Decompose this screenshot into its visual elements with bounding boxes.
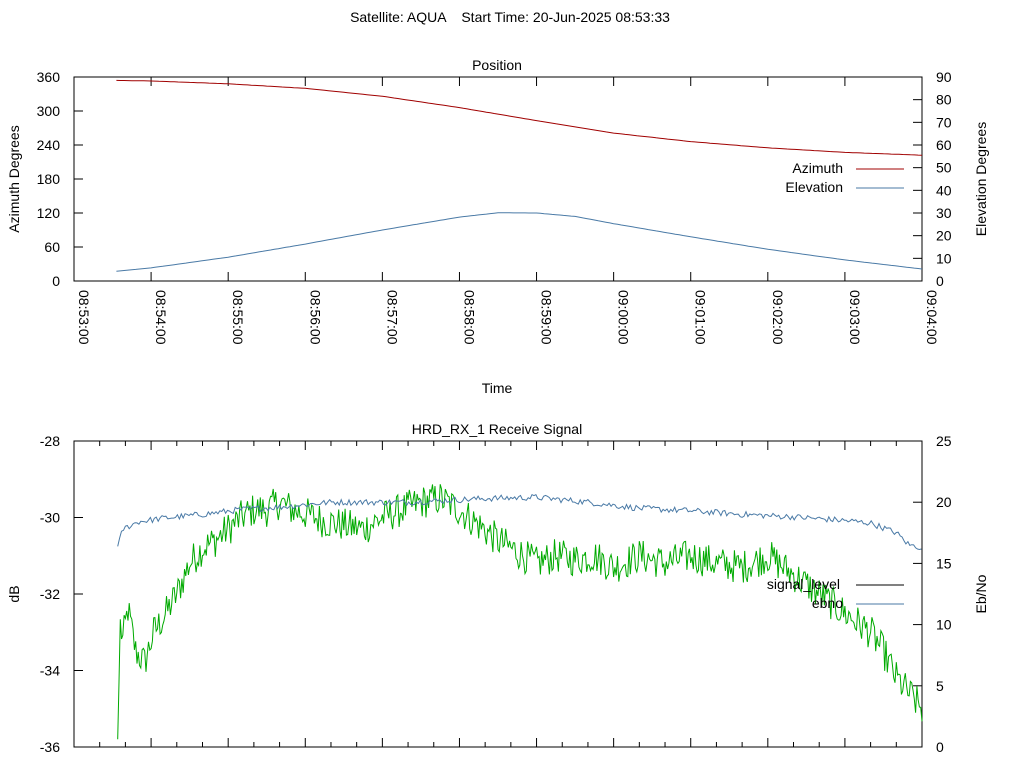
elevation-axis-label: Elevation Degrees [973,122,989,236]
azimuth-tick-label: 60 [44,239,60,255]
elevation-tick-label: 0 [936,273,944,289]
elevation-series-line [116,212,923,272]
db-tick-label: -30 [40,510,60,526]
time-tick-label: 08:59:00 [539,290,555,345]
legend-ebno-label: ebno [812,595,843,611]
receive-signal-chart: HRD_RX_1 Receive Signal -28 -30 -32 -34 -36 0… [6,421,989,755]
ebno-tick-label: 5 [936,678,944,694]
elevation-tick-label: 60 [936,137,952,153]
time-tick-label: 08:55:00 [230,290,246,345]
time-tick-label: 09:01:00 [693,290,709,345]
time-tick-label: 09:03:00 [847,290,863,345]
legend-signal-level-label: signal_level [767,576,840,592]
time-tick-label: 09:04:00 [924,290,940,345]
elevation-tick-label: 80 [936,92,952,108]
db-tick-label: -28 [40,433,60,449]
elevation-tick-label: 40 [936,182,952,198]
elevation-tick-label: 70 [936,114,952,130]
time-tick-label: 09:00:00 [616,290,632,345]
ebno-tick-label: 10 [936,617,952,633]
ebno-tick-label: 0 [936,739,944,755]
page-header: Satellite: AQUA Start Time: 20-Jun-2025 … [350,9,670,25]
azimuth-tick-label: 240 [37,137,61,153]
signal-chart-title: HRD_RX_1 Receive Signal [412,421,582,437]
time-tick-label: 08:54:00 [153,290,169,345]
time-tick-label: 08:58:00 [461,290,477,345]
position-x-axis-label: Time [482,380,513,396]
elevation-tick-label: 90 [936,69,952,85]
azimuth-series-line [116,79,923,156]
ebno-tick-label: 15 [936,555,952,571]
time-tick-label: 08:57:00 [384,290,400,345]
elevation-tick-label: 20 [936,228,952,244]
ebno-axis-label: Eb/No [973,574,989,613]
signal-level-series-line [117,484,923,740]
db-tick-label: -34 [40,663,60,679]
db-tick-label: -32 [40,586,60,602]
signal-legend: signal_level ebno [767,576,904,611]
azimuth-tick-label: 300 [37,103,61,119]
time-tick-label: 08:53:00 [76,290,92,345]
azimuth-tick-label: 0 [52,273,60,289]
ebno-series-line [117,494,922,551]
legend-azimuth-label: Azimuth [792,160,843,176]
elevation-tick-label: 10 [936,250,952,266]
azimuth-tick-label: 360 [37,69,61,85]
azimuth-tick-label: 120 [37,205,61,221]
legend-elevation-label: Elevation [785,179,843,195]
position-chart-title: Position [472,57,522,73]
azimuth-tick-label: 180 [37,171,61,187]
elevation-tick-label: 50 [936,160,952,176]
signal-plot-frame [73,440,923,748]
ebno-tick-label: 20 [936,494,952,510]
azimuth-axis-label: Azimuth Degrees [6,125,22,232]
position-chart: Position 0 60 120 180 240 300 360 0 10 20 30 40 50 60… [6,57,989,396]
db-tick-label: -36 [40,739,60,755]
time-tick-label: 09:02:00 [770,290,786,345]
elevation-tick-label: 30 [936,205,952,221]
time-tick-label: 08:56:00 [307,290,323,345]
db-axis-label: dB [6,585,22,602]
position-legend: Azimuth Elevation [785,160,904,195]
ebno-tick-label: 25 [936,433,952,449]
